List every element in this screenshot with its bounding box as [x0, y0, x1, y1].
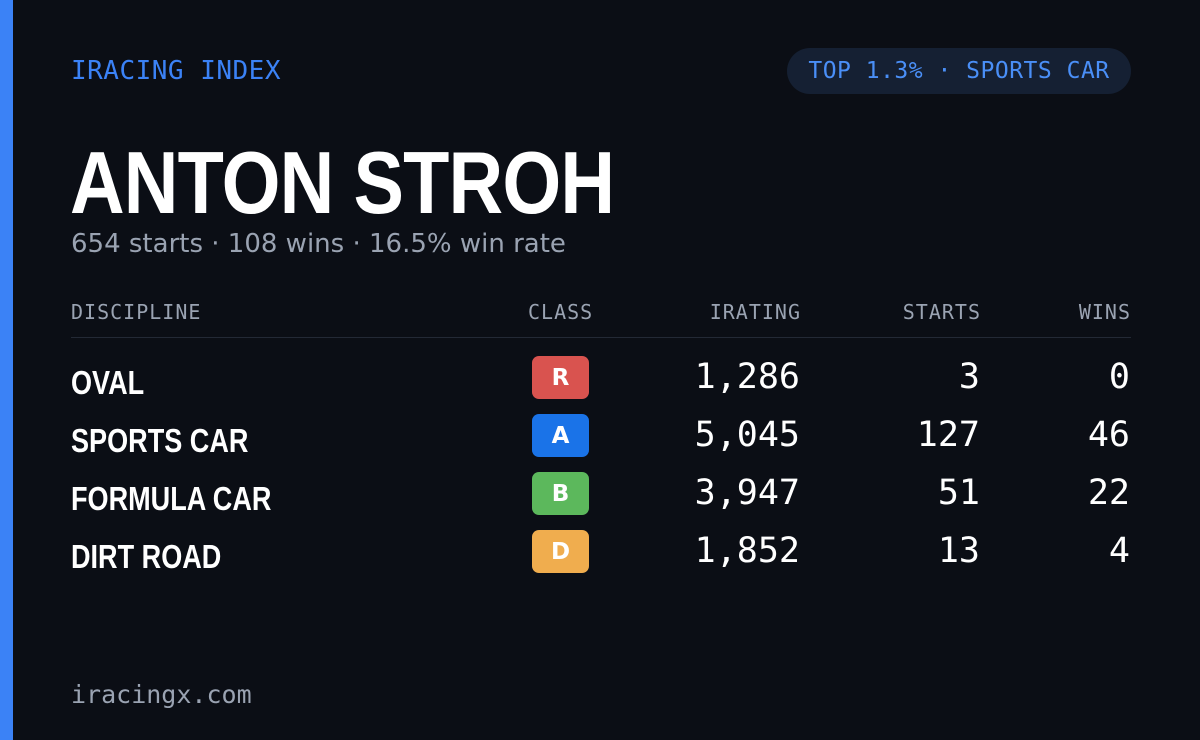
header-class: CLASS [528, 300, 594, 324]
rank-badge: TOP 1.3% · SPORTS CAR [787, 48, 1131, 94]
driver-name: ANTON STROH [70, 133, 615, 232]
starts-value: 127 [916, 415, 980, 455]
starts-value: 13 [937, 531, 980, 571]
class-badge: B [532, 472, 589, 515]
irating-value: 1,286 [694, 357, 800, 397]
table-row: SPORTS CAR A 5,045 127 46 [71, 412, 1131, 470]
discipline-name: OVAL [71, 364, 145, 401]
header-discipline: DISCIPLINE [71, 300, 202, 324]
table-row: OVAL R 1,286 3 0 [71, 354, 1131, 412]
wins-value: 4 [1108, 531, 1130, 571]
wins-value: 22 [1087, 473, 1130, 513]
irating-value: 3,947 [694, 473, 800, 513]
starts-value: 51 [937, 473, 980, 513]
irating-value: 1,852 [694, 531, 800, 571]
discipline-name: SPORTS CAR [71, 422, 249, 459]
class-badge: R [532, 356, 589, 399]
starts-value: 3 [958, 357, 980, 397]
wins-value: 46 [1087, 415, 1130, 455]
site-url: iracingx.com [71, 680, 252, 709]
header-starts: STARTS [902, 300, 981, 324]
class-badge: A [532, 414, 589, 457]
table-row: DIRT ROAD D 1,852 13 4 [71, 528, 1131, 586]
table-body: OVAL R 1,286 3 0 SPORTS CAR A 5,045 127 … [71, 338, 1131, 586]
table-header: DISCIPLINE CLASS IRATING STARTS WINS [71, 296, 1131, 338]
class-badge: D [532, 530, 589, 573]
driver-summary: 654 starts · 108 wins · 16.5% win rate [71, 229, 566, 259]
irating-value: 5,045 [694, 415, 800, 455]
wins-value: 0 [1108, 357, 1130, 397]
brand-title: IRACING INDEX [71, 56, 281, 86]
discipline-table: DISCIPLINE CLASS IRATING STARTS WINS OVA… [71, 296, 1131, 586]
table-row: FORMULA CAR B 3,947 51 22 [71, 470, 1131, 528]
discipline-name: DIRT ROAD [71, 538, 222, 575]
accent-bar [0, 0, 13, 740]
header-wins: WINS [1078, 300, 1131, 324]
discipline-name: FORMULA CAR [71, 480, 272, 517]
header-irating: IRATING [709, 300, 801, 324]
